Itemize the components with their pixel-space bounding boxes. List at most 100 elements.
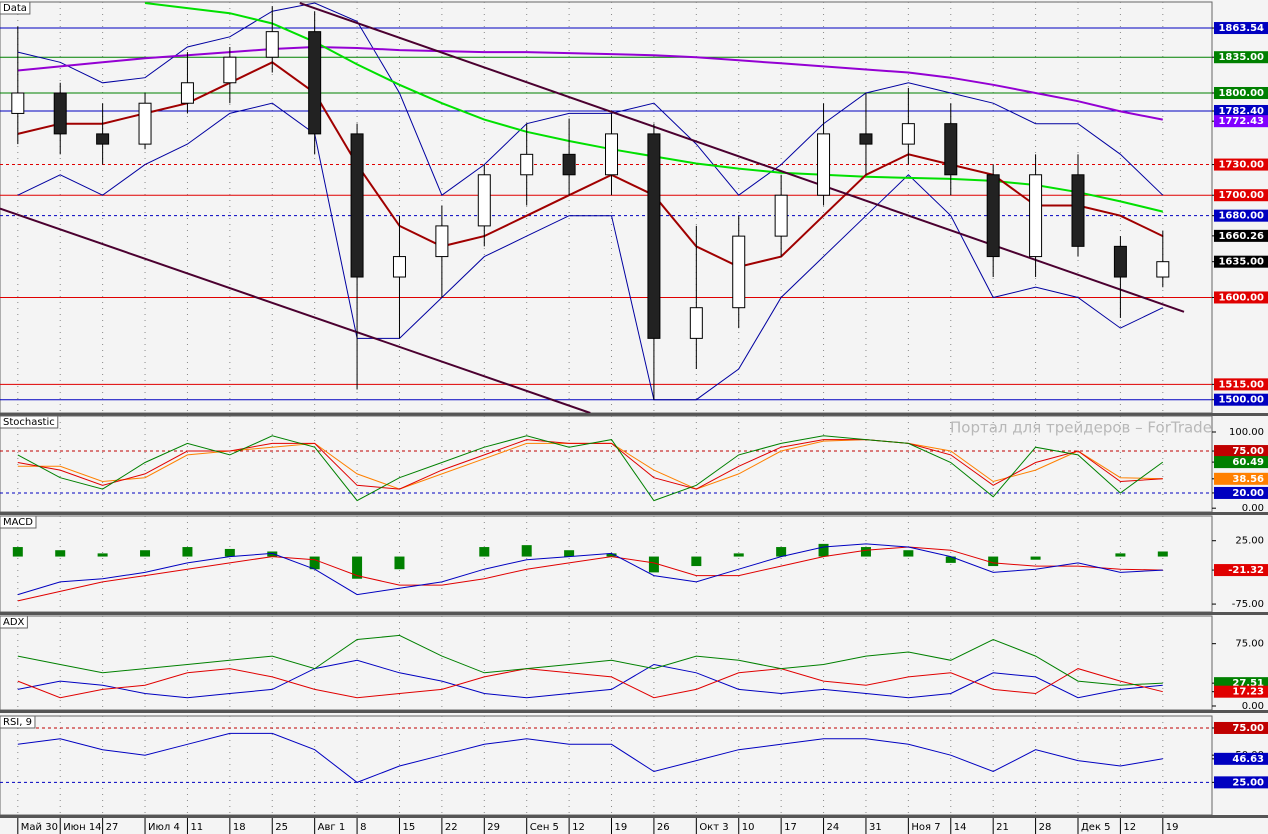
tick-label-box xyxy=(1214,378,1268,391)
panel: Портал для трейдеров – ForTrader xyxy=(0,416,1219,512)
x-tick-label: 17 xyxy=(784,822,797,833)
panel-separator xyxy=(0,612,1268,615)
candle-body xyxy=(732,235,746,309)
panel-title: MACD xyxy=(3,517,33,528)
indicator-line xyxy=(17,634,1163,686)
y-tick-label: 1500.00 xyxy=(1218,395,1264,406)
x-tick-label: 14 xyxy=(954,822,967,833)
panel xyxy=(17,616,1164,710)
tick-label-box xyxy=(1214,104,1268,117)
histogram-bar xyxy=(479,547,490,557)
histogram-bar xyxy=(776,547,787,557)
watermark: Портал для трейдеров – ForTrader xyxy=(950,419,1219,437)
candle-body xyxy=(1156,261,1170,278)
histogram-bar xyxy=(648,556,659,573)
indicator-line xyxy=(17,2,1164,196)
y-tick-label: 1782.40 xyxy=(1218,106,1264,117)
panel-separator xyxy=(0,512,1268,515)
x-tick-label: 29 xyxy=(487,822,500,833)
y-tick-label: 1800.00 xyxy=(1218,88,1264,99)
y-tick-label: 60.49 xyxy=(1232,457,1264,468)
panel xyxy=(12,516,1168,612)
tick-label-box xyxy=(1214,393,1268,406)
indicator-line xyxy=(17,659,1163,699)
y-tick-label: 46.63 xyxy=(1232,754,1264,765)
y-tick-label: 38.56 xyxy=(1232,474,1264,485)
trend-line xyxy=(0,207,591,413)
candle-body xyxy=(350,133,364,278)
histogram-bar xyxy=(818,543,829,557)
tick-label-box xyxy=(1214,752,1268,765)
indicator-line xyxy=(17,45,1163,121)
candle-body xyxy=(689,307,703,339)
y-tick-label: 25.00 xyxy=(1232,777,1264,788)
histogram-bar xyxy=(1030,556,1041,560)
tick-label-box xyxy=(1214,776,1268,789)
histogram-bar xyxy=(224,548,235,557)
y-tick-label: 75.00 xyxy=(1232,446,1264,457)
candle-body xyxy=(605,133,619,176)
x-tick-label: 12 xyxy=(572,822,585,833)
x-tick-label: Дек 5 xyxy=(1081,822,1111,833)
y-tick-label: 1515.00 xyxy=(1218,379,1264,390)
panel-title-box xyxy=(0,515,37,529)
tick-label-box xyxy=(1214,564,1268,577)
candle-body xyxy=(138,102,152,145)
x-tick-label: 26 xyxy=(657,822,670,833)
histogram-bar xyxy=(182,547,193,557)
x-tick-label: Май 30 xyxy=(21,822,58,833)
tick-label-box xyxy=(1214,229,1268,242)
panel-title: Stochastic xyxy=(3,417,55,428)
tick-label-box xyxy=(1214,189,1268,202)
histogram-bar xyxy=(564,550,575,557)
histogram-bar xyxy=(1115,553,1126,557)
panel-separator xyxy=(0,413,1268,416)
tick-label-box xyxy=(1214,472,1268,485)
candle-body xyxy=(901,123,915,145)
panel-title: Data xyxy=(3,3,27,14)
histogram-bar xyxy=(903,550,914,557)
x-tick-label: 19 xyxy=(1166,822,1179,833)
y-tick-label: -21.32 xyxy=(1228,565,1264,576)
x-tick-label: Ноя 7 xyxy=(911,822,940,833)
candle-body xyxy=(265,31,279,58)
tick-label-box xyxy=(1214,291,1268,304)
panel-bg xyxy=(0,615,1213,711)
candle-body xyxy=(11,92,25,114)
panel xyxy=(0,716,1212,815)
candle-body xyxy=(1029,174,1043,258)
histogram-bar xyxy=(394,556,405,570)
panel-title-box xyxy=(0,1,31,15)
x-tick-label: 22 xyxy=(445,822,458,833)
x-tick-label: Июл 4 xyxy=(148,822,180,833)
x-tick-label: 8 xyxy=(360,822,366,833)
panel-bg xyxy=(0,1,1213,414)
y-tick-label: 1835.00 xyxy=(1218,52,1264,63)
trend-line xyxy=(299,2,1185,313)
x-tick-label: Окт 3 xyxy=(699,822,728,833)
y-tick-label: 75.00 xyxy=(1235,639,1264,650)
tick-label-box xyxy=(1214,445,1268,458)
y-tick-label: 1600.00 xyxy=(1218,292,1264,303)
panel-title: ADX xyxy=(3,617,25,628)
y-tick-label: 27.51 xyxy=(1232,678,1264,689)
x-tick-label: 12 xyxy=(1123,822,1136,833)
x-tick-label: 31 xyxy=(869,822,882,833)
panel-bg xyxy=(0,715,1213,816)
x-tick-label: Сен 5 xyxy=(530,822,559,833)
y-tick-label: 1635.00 xyxy=(1218,257,1264,268)
y-tick-label: 1660.26 xyxy=(1218,231,1264,242)
candle-body xyxy=(223,56,237,84)
histogram-bar xyxy=(860,547,871,557)
x-tick-label: 25 xyxy=(275,822,288,833)
histogram-bar xyxy=(97,553,108,557)
tick-label-box xyxy=(1214,486,1268,499)
tick-label-box xyxy=(1214,685,1268,698)
histogram-bar xyxy=(55,550,66,557)
panel-separator xyxy=(0,815,1268,818)
candle-body xyxy=(774,194,788,237)
y-tick-label: 1700.00 xyxy=(1218,190,1264,201)
histogram-bar xyxy=(267,551,278,557)
y-tick-label: 1772.43 xyxy=(1218,116,1264,127)
